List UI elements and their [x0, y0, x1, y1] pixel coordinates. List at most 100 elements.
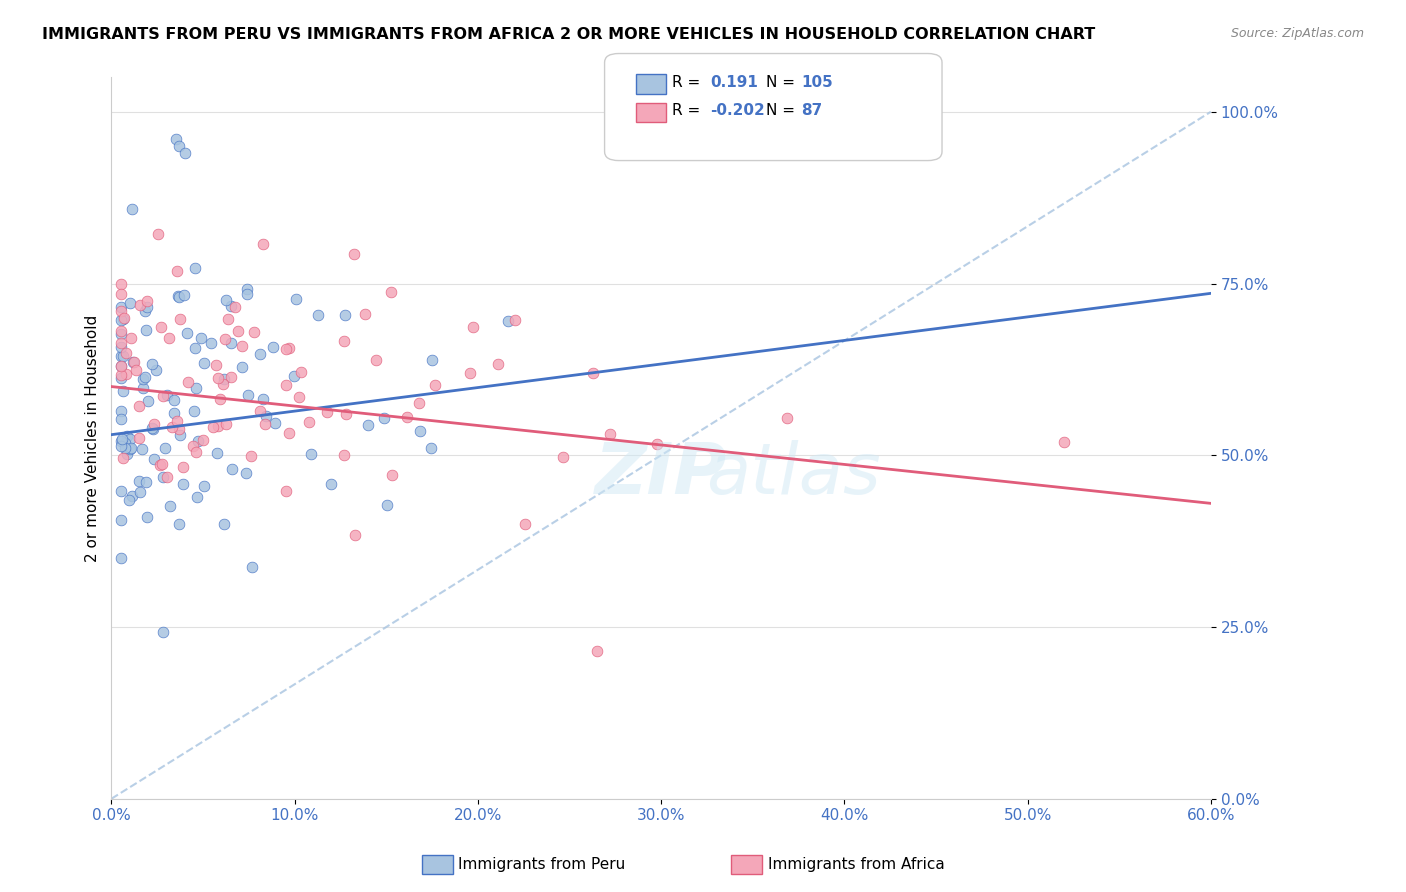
- Point: [380, 285, 402, 300]
- Point: [215, 417, 238, 432]
- Point: [513, 517, 536, 532]
- Text: 0.191: 0.191: [710, 75, 758, 89]
- Point: [277, 426, 299, 441]
- Point: [136, 300, 159, 314]
- Point: [120, 441, 142, 455]
- Point: [190, 331, 212, 345]
- Point: [110, 303, 132, 318]
- Point: [503, 312, 526, 326]
- Point: [110, 513, 132, 527]
- Point: [231, 360, 253, 375]
- Point: [315, 405, 337, 419]
- Point: [335, 407, 357, 421]
- Point: [333, 334, 356, 348]
- Point: [110, 277, 132, 292]
- Point: [183, 403, 205, 417]
- Point: [582, 366, 605, 380]
- Point: [121, 202, 143, 216]
- Point: [205, 446, 228, 460]
- Point: [354, 307, 377, 321]
- Point: [408, 396, 430, 410]
- Point: [167, 517, 190, 532]
- Point: [366, 353, 388, 368]
- Text: 105: 105: [801, 75, 834, 89]
- Point: [134, 369, 156, 384]
- Point: [551, 450, 574, 465]
- Point: [156, 388, 179, 402]
- Point: [186, 490, 208, 504]
- Text: -0.202: -0.202: [710, 103, 765, 118]
- Point: [211, 377, 233, 392]
- Text: Source: ZipAtlas.com: Source: ZipAtlas.com: [1230, 27, 1364, 40]
- Point: [586, 643, 609, 657]
- Point: [156, 470, 179, 484]
- Text: N =: N =: [766, 103, 796, 118]
- Point: [193, 356, 215, 370]
- Point: [110, 313, 132, 327]
- Point: [167, 139, 190, 153]
- Text: ZIP: ZIP: [595, 440, 727, 508]
- Text: R =: R =: [672, 75, 700, 89]
- Text: R =: R =: [672, 103, 700, 118]
- Point: [409, 424, 432, 438]
- Point: [187, 434, 209, 449]
- Point: [235, 466, 257, 480]
- Point: [150, 457, 173, 471]
- Point: [110, 336, 132, 351]
- Point: [249, 404, 271, 418]
- Point: [176, 326, 198, 340]
- Point: [202, 420, 225, 434]
- Point: [420, 441, 443, 455]
- Point: [184, 381, 207, 395]
- Point: [122, 355, 145, 369]
- Point: [149, 320, 172, 334]
- Point: [240, 449, 263, 463]
- Point: [423, 378, 446, 392]
- Point: [110, 340, 132, 354]
- Point: [110, 484, 132, 499]
- Point: [132, 372, 155, 386]
- Point: [110, 359, 132, 373]
- Y-axis label: 2 or more Vehicles in Household: 2 or more Vehicles in Household: [86, 315, 100, 562]
- Point: [396, 409, 419, 424]
- Point: [111, 312, 134, 326]
- Point: [143, 451, 166, 466]
- Point: [173, 146, 195, 161]
- Point: [184, 444, 207, 458]
- Point: [422, 353, 444, 368]
- Point: [776, 410, 799, 425]
- Point: [142, 422, 165, 436]
- Point: [166, 264, 188, 278]
- Point: [224, 300, 246, 314]
- Point: [278, 341, 301, 355]
- Point: [110, 371, 132, 385]
- Point: [274, 343, 297, 357]
- Point: [333, 309, 356, 323]
- Point: [252, 392, 274, 406]
- Point: [169, 311, 191, 326]
- Point: [298, 415, 321, 429]
- Point: [290, 365, 312, 379]
- Point: [115, 367, 138, 381]
- Point: [264, 416, 287, 430]
- Point: [373, 410, 395, 425]
- Point: [110, 287, 132, 301]
- Point: [200, 335, 222, 350]
- Point: [169, 428, 191, 442]
- Point: [146, 227, 169, 242]
- Text: IMMIGRANTS FROM PERU VS IMMIGRANTS FROM AFRICA 2 OR MORE VEHICLES IN HOUSEHOLD C: IMMIGRANTS FROM PERU VS IMMIGRANTS FROM …: [42, 27, 1095, 42]
- Point: [110, 434, 132, 448]
- Point: [118, 442, 141, 456]
- Point: [167, 290, 190, 304]
- Point: [215, 293, 238, 307]
- Point: [599, 426, 621, 441]
- Point: [111, 432, 134, 446]
- Point: [498, 313, 520, 327]
- Point: [122, 354, 145, 368]
- Point: [114, 311, 136, 326]
- Point: [114, 442, 136, 456]
- Point: [375, 498, 398, 512]
- Point: [135, 475, 157, 489]
- Point: [115, 429, 138, 443]
- Point: [1053, 434, 1076, 449]
